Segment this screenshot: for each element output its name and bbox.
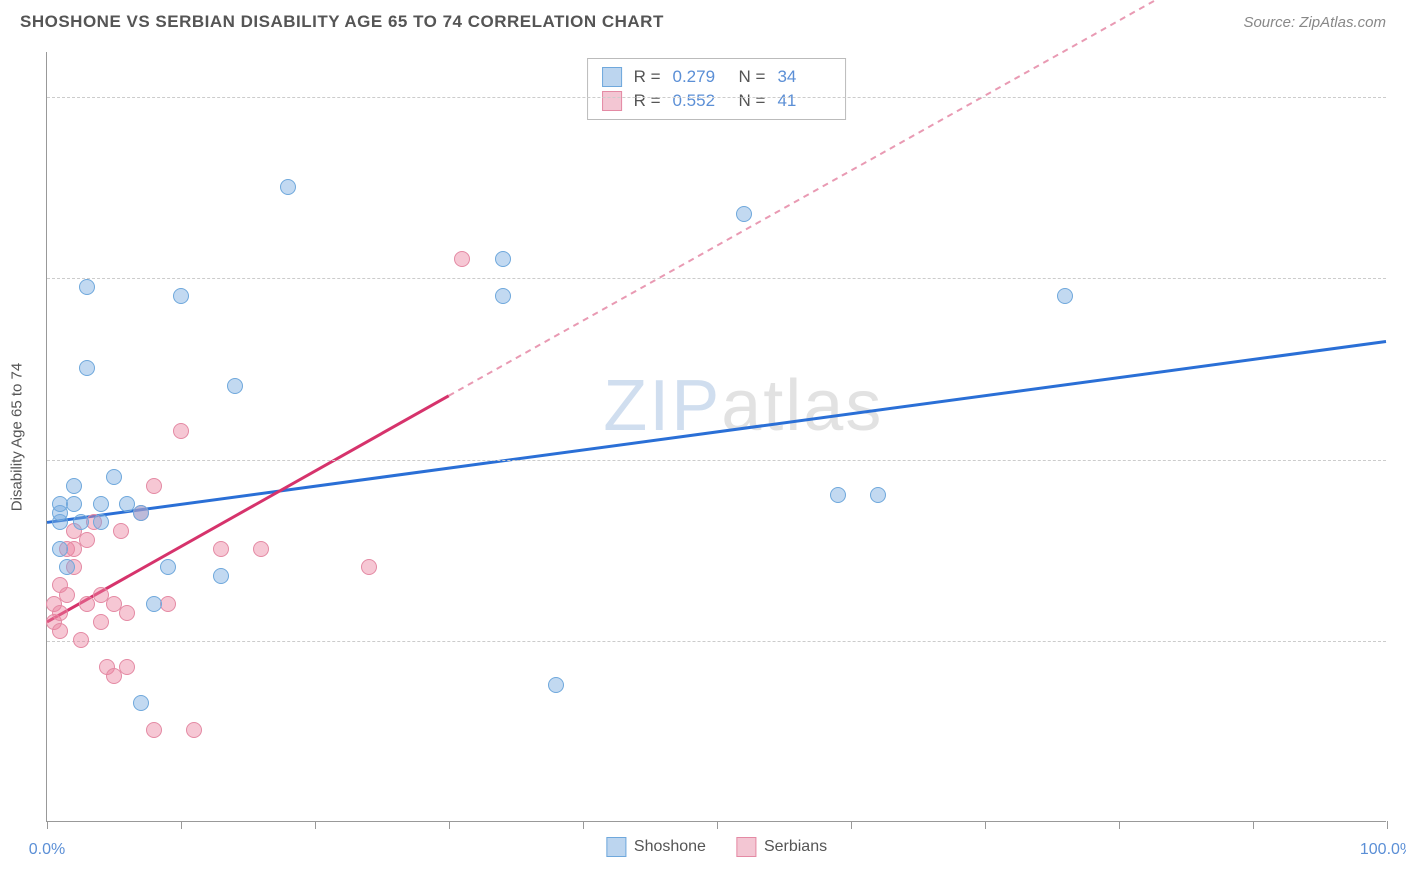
data-point <box>93 614 109 630</box>
swatch-shoshone <box>602 67 622 87</box>
data-point <box>146 478 162 494</box>
data-point <box>736 206 752 222</box>
header: SHOSHONE VS SERBIAN DISABILITY AGE 65 TO… <box>0 0 1406 40</box>
y-tick-label: 80.0% <box>1396 88 1406 106</box>
x-tick <box>449 821 450 829</box>
bottom-legend: Shoshone Serbians <box>606 837 827 857</box>
x-tick <box>1253 821 1254 829</box>
data-point <box>213 541 229 557</box>
legend-row-serbians: R = 0.552 N = 41 <box>602 89 832 113</box>
data-point <box>173 423 189 439</box>
data-point <box>113 523 129 539</box>
x-tick <box>717 821 718 829</box>
x-tick-label: 0.0% <box>29 841 65 859</box>
data-point <box>213 568 229 584</box>
data-point <box>133 505 149 521</box>
y-tick-label: 20.0% <box>1396 632 1406 650</box>
trend-lines <box>47 52 1386 821</box>
plot-area: ZIPatlas Disability Age 65 to 74 R = 0.2… <box>46 52 1386 822</box>
data-point <box>830 487 846 503</box>
data-point <box>79 279 95 295</box>
data-point <box>227 378 243 394</box>
data-point <box>93 514 109 530</box>
data-point <box>160 559 176 575</box>
legend-item-shoshone: Shoshone <box>606 837 706 857</box>
data-point <box>52 541 68 557</box>
data-point <box>93 496 109 512</box>
data-point <box>59 587 75 603</box>
source-label: Source: ZipAtlas.com <box>1243 14 1386 31</box>
data-point <box>59 559 75 575</box>
x-tick <box>985 821 986 829</box>
legend-item-serbians: Serbians <box>736 837 827 857</box>
data-point <box>66 478 82 494</box>
data-point <box>66 496 82 512</box>
data-point <box>186 722 202 738</box>
gridline <box>47 460 1386 461</box>
data-point <box>133 695 149 711</box>
swatch-serbians <box>602 91 622 111</box>
swatch-shoshone-icon <box>606 837 626 857</box>
y-tick-label: 40.0% <box>1396 451 1406 469</box>
y-tick-label: 60.0% <box>1396 269 1406 287</box>
correlation-legend: R = 0.279 N = 34 R = 0.552 N = 41 <box>587 58 847 120</box>
chart-container: ZIPatlas Disability Age 65 to 74 R = 0.2… <box>46 52 1386 822</box>
gridline <box>47 278 1386 279</box>
data-point <box>52 605 68 621</box>
data-point <box>119 659 135 675</box>
data-point <box>280 179 296 195</box>
data-point <box>146 596 162 612</box>
swatch-serbians-icon <box>736 837 756 857</box>
data-point <box>73 632 89 648</box>
data-point <box>146 722 162 738</box>
gridline <box>47 97 1386 98</box>
data-point <box>495 251 511 267</box>
data-point <box>1057 288 1073 304</box>
x-tick <box>851 821 852 829</box>
x-tick <box>1387 821 1388 829</box>
data-point <box>52 623 68 639</box>
gridline <box>47 641 1386 642</box>
data-point <box>454 251 470 267</box>
data-point <box>106 469 122 485</box>
data-point <box>173 288 189 304</box>
x-tick <box>47 821 48 829</box>
data-point <box>361 559 377 575</box>
data-point <box>119 605 135 621</box>
x-tick <box>181 821 182 829</box>
data-point <box>79 360 95 376</box>
data-point <box>495 288 511 304</box>
chart-title: SHOSHONE VS SERBIAN DISABILITY AGE 65 TO… <box>20 12 664 32</box>
x-tick-label: 100.0% <box>1360 841 1406 859</box>
y-axis-label: Disability Age 65 to 74 <box>9 362 26 510</box>
data-point <box>548 677 564 693</box>
x-tick <box>315 821 316 829</box>
data-point <box>73 514 89 530</box>
legend-row-shoshone: R = 0.279 N = 34 <box>602 65 832 89</box>
x-tick <box>1119 821 1120 829</box>
data-point <box>79 532 95 548</box>
data-point <box>870 487 886 503</box>
x-tick <box>583 821 584 829</box>
data-point <box>253 541 269 557</box>
